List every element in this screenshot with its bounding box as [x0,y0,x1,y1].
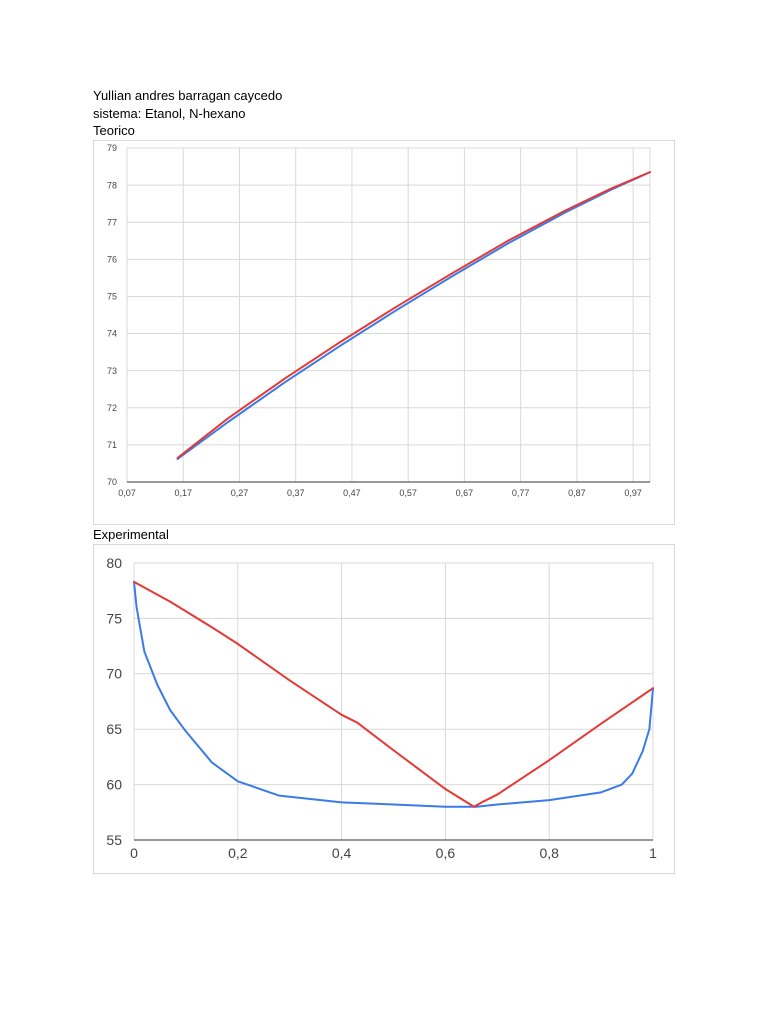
y-tick-label: 75 [106,610,122,626]
series-line-red [176,171,651,459]
y-tick-label: 78 [107,180,117,190]
y-tick-label: 70 [106,666,122,682]
series-line-blue [176,171,651,460]
x-tick-label: 0,6 [436,845,456,861]
author-name: Yullian andres barragan caycedo [93,88,283,103]
chart-experimental: 0 0,2 0,4 0,6 0,8 1 55 60 65 70 75 80 [93,544,675,874]
x-tick-label: 0,8 [539,845,559,861]
x-tick-label: 0,17 [174,488,192,498]
section-title-experimental: Experimental [93,527,169,542]
section-title-teorico: Teorico [93,123,135,138]
x-tick-label: 0,2 [228,845,248,861]
y-tick-label: 71 [107,440,117,450]
x-tick-label: 0,47 [343,488,361,498]
chart-experimental-svg: 0 0,2 0,4 0,6 0,8 1 55 60 65 70 75 80 [106,555,657,861]
x-tick-label: 1 [649,845,657,861]
y-tick-label: 79 [107,143,117,153]
y-tick-label: 75 [107,292,117,302]
y-tick-label: 60 [106,777,122,793]
y-tick-label: 55 [106,832,122,848]
system-description: sistema: Etanol, N-hexano [93,106,246,121]
x-tick-label: 0,57 [399,488,417,498]
y-tick-label: 80 [106,555,122,571]
x-tick-label: 0,4 [332,845,352,861]
x-tick-label: 0,87 [568,488,586,498]
y-tick-label: 70 [107,477,117,487]
y-tick-label: 74 [107,329,117,339]
y-tick-label: 77 [107,217,117,227]
y-tick-label: 65 [106,721,122,737]
y-tick-label: 73 [107,366,117,376]
x-tick-label: 0,67 [456,488,474,498]
series-line-blue [133,580,654,808]
series-line-red [133,580,654,808]
y-tick-label: 72 [107,403,117,413]
y-tick-label: 76 [107,254,117,264]
x-tick-label: 0,37 [287,488,305,498]
x-tick-label: 0 [130,845,138,861]
chart-teorico: 0,07 0,17 0,27 0,37 0,47 0,57 0,67 0,77 0,87 0,97… [93,140,675,525]
x-tick-label: 0,07 [118,488,136,498]
x-tick-label: 0,27 [231,488,249,498]
chart-teorico-svg: 0,07 0,17 0,27 0,37 0,47 0,57 0,67 0,77 0,87 0,97… [107,143,651,498]
x-tick-label: 0,77 [512,488,530,498]
x-tick-label: 0,97 [624,488,642,498]
